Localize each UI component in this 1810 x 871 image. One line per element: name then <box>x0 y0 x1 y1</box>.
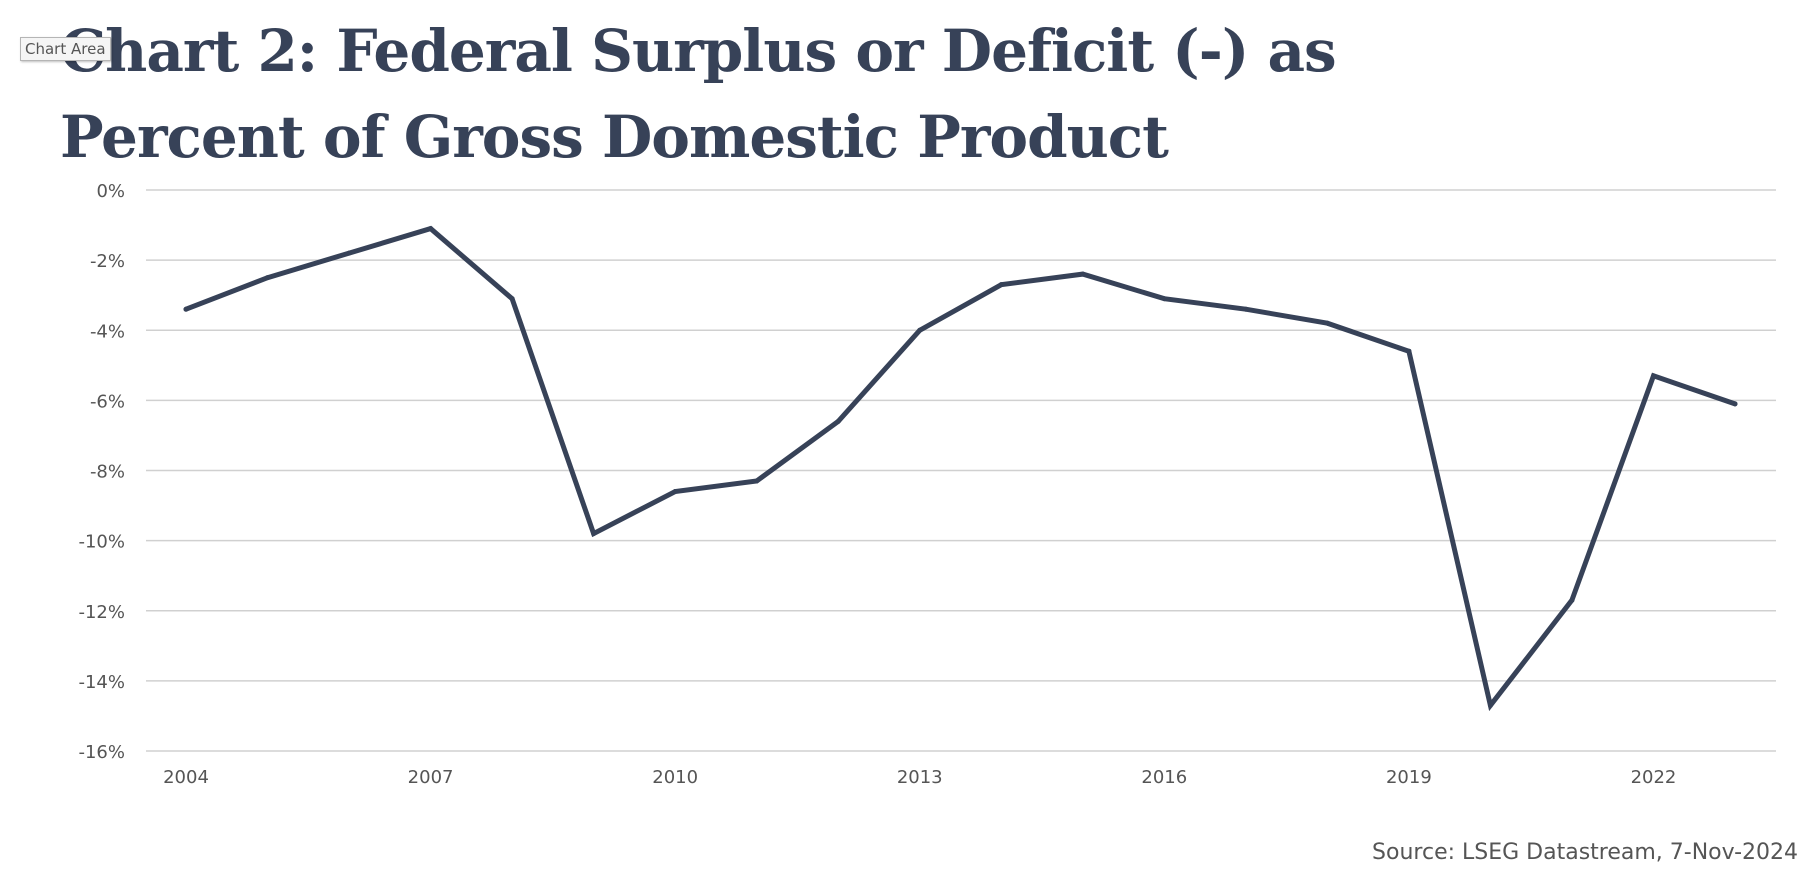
y-tick-label: -12% <box>78 602 125 623</box>
data-point[interactable] <box>917 327 923 333</box>
y-tick-label: 0% <box>96 181 125 202</box>
data-point[interactable] <box>754 478 760 484</box>
x-tick-label: 2016 <box>1141 767 1187 788</box>
x-tick-label: 2010 <box>652 767 698 788</box>
y-tick-label: -4% <box>90 321 125 342</box>
source-note: Source: LSEG Datastream, 7-Nov-2024 <box>1372 840 1798 865</box>
data-point[interactable] <box>1650 373 1656 379</box>
y-axis-tick-labels: 0% -2% -4% -6% -8% -10% -12% -14% -16% <box>78 181 125 763</box>
data-point[interactable] <box>1243 306 1249 312</box>
x-tick-label: 2004 <box>163 767 209 788</box>
x-tick-label: 2022 <box>1631 767 1677 788</box>
y-tick-label: -2% <box>90 251 125 272</box>
chart-title: Chart 2: Federal Surplus or Deficit (-) … <box>60 17 1337 171</box>
data-point[interactable] <box>591 531 597 537</box>
data-point[interactable] <box>1161 296 1167 302</box>
x-tick-label: 2007 <box>408 767 454 788</box>
data-point[interactable] <box>183 306 189 312</box>
data-point[interactable] <box>672 489 678 495</box>
x-tick-label: 2013 <box>897 767 943 788</box>
y-tick-label: -8% <box>90 462 125 483</box>
x-tick-label: 2019 <box>1386 767 1432 788</box>
y-tick-label: -6% <box>90 391 125 412</box>
data-point[interactable] <box>1569 597 1575 603</box>
x-axis-tick-labels: 2004 2007 2010 2013 2016 2019 2022 <box>163 767 1676 788</box>
data-point[interactable] <box>428 226 434 232</box>
y-tick-label: -10% <box>78 532 125 553</box>
y-tick-label: -16% <box>78 742 125 763</box>
series-layer <box>183 225 1738 712</box>
data-point[interactable] <box>1324 320 1330 326</box>
data-point[interactable] <box>1406 348 1412 354</box>
data-point[interactable] <box>1487 702 1493 708</box>
data-point[interactable] <box>1080 271 1086 277</box>
chart-area-tooltip: Chart Area <box>20 37 111 61</box>
data-point[interactable] <box>346 250 352 256</box>
y-tick-label: -14% <box>78 672 125 693</box>
series-line[interactable] <box>183 225 1738 712</box>
data-point[interactable] <box>998 282 1004 288</box>
chart-canvas[interactable]: 0%-2%-4%-6%-8%-10%-12%-14%-16% 2004 2007 2… <box>0 0 1810 810</box>
data-point[interactable] <box>835 418 841 424</box>
gridlines <box>146 189 1776 752</box>
data-point[interactable] <box>509 296 515 302</box>
data-point[interactable] <box>265 275 271 281</box>
data-point[interactable] <box>1732 401 1738 407</box>
